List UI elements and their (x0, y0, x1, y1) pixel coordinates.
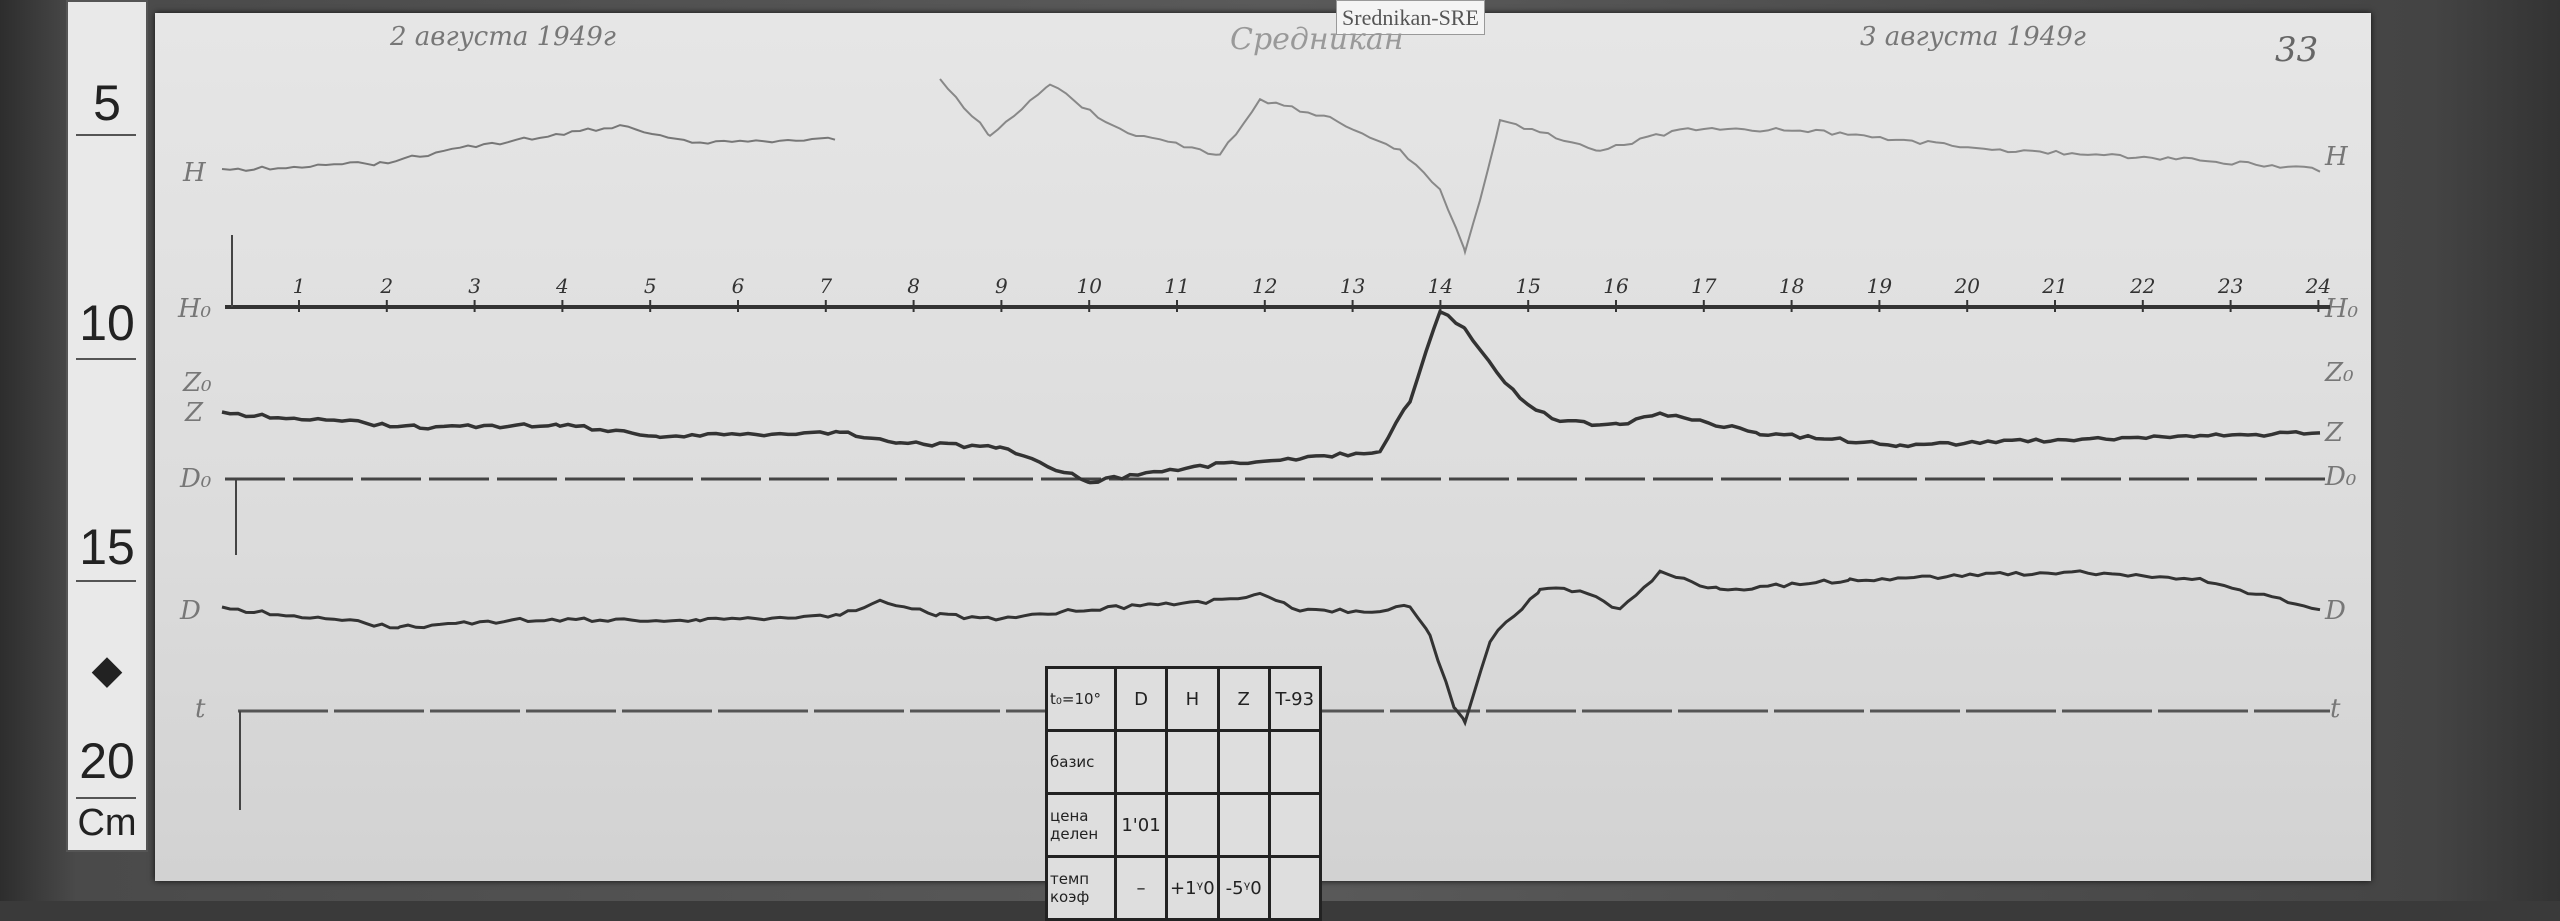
label-d: D (180, 596, 201, 626)
table-cell: H (1165, 666, 1220, 732)
h-trace (939, 78, 2321, 256)
table-row: цена делен 1'01 (1045, 792, 1322, 858)
station-name: Средникан (1230, 22, 1404, 57)
table-cell: T-93 (1267, 666, 1322, 732)
hour-label: 9 (995, 274, 1008, 298)
label-t-right: t (2330, 694, 2341, 724)
table-header-row: t₀=10° D H Z T-93 (1045, 666, 1322, 732)
label-h0-right: H₀ (2325, 294, 2359, 324)
ruler-mark: 15 (79, 519, 135, 575)
table-cell (1267, 792, 1322, 858)
table-cell: темп коэф (1045, 855, 1117, 921)
date-right: 3 августа 1949г (1860, 22, 2086, 52)
label-h-right: H (2325, 142, 2348, 172)
table-cell (1216, 729, 1271, 795)
label-t: t (195, 694, 206, 724)
table-cell (1216, 792, 1271, 858)
hour-label: 12 (1252, 274, 1277, 298)
table-cell (1165, 729, 1220, 795)
table-cell: t₀=10° (1045, 666, 1117, 732)
ruler-mark: 10 (79, 295, 135, 351)
station-tag: Srednikan-SRE (1336, 0, 1485, 35)
hour-label: 10 (1076, 274, 1102, 298)
table-cell: Z (1216, 666, 1271, 732)
table-cell: – (1114, 855, 1168, 921)
hour-label: 5 (644, 274, 657, 298)
table-cell (1165, 792, 1220, 858)
label-z0-right: Z₀ (2325, 358, 2354, 388)
z-trace (221, 309, 2321, 485)
magnetogram-traces: 1 2 3 4 5 6 7 8 9 10 11 12 13 14 15 16 17 18 19 20 21 22 23 24 (221, 78, 2331, 727)
hour-label: 6 (732, 274, 745, 298)
hour-label: 1 (293, 274, 306, 298)
hour-label: 24 (2305, 274, 2331, 298)
date-left: 2 августа 1949г (390, 22, 616, 52)
ruler-strip: 5 10 15 ◆ 20 Cm (66, 0, 148, 852)
table-cell: -5ᵞ0 (1216, 855, 1271, 921)
table-cell: цена делен (1045, 792, 1117, 858)
label-h0: H₀ (178, 294, 212, 324)
label-d0: D₀ (180, 464, 212, 494)
hour-label: 23 (2217, 274, 2243, 298)
label-z0: Z₀ (183, 368, 212, 398)
hour-label: 14 (1428, 274, 1453, 298)
label-z-right: Z (2325, 418, 2344, 448)
table-cell: базис (1045, 729, 1117, 795)
hour-label: 20 (1953, 274, 1980, 298)
label-h: H (183, 158, 206, 188)
hour-label: 4 (555, 274, 569, 298)
hour-label: 22 (2129, 274, 2155, 298)
ruler-line (76, 358, 136, 360)
table-cell: 1'01 (1114, 792, 1168, 858)
hour-label: 18 (1779, 274, 1804, 298)
hour-label: 19 (1867, 274, 1893, 298)
calibration-table: t₀=10° D H Z T-93 базис цена делен 1'01 … (1045, 666, 1322, 921)
label-d-right: D (2325, 596, 2346, 626)
h-trace (221, 124, 836, 172)
table-cell (1267, 855, 1322, 921)
page-number: 33 (2275, 30, 2319, 70)
ruler-line (76, 134, 136, 136)
table-row: темп коэф – +1ᵞ0 -5ᵞ0 (1045, 855, 1322, 921)
hour-label: 2 (379, 274, 393, 298)
d-trace (221, 569, 2321, 727)
hour-label: 7 (819, 274, 832, 298)
table-cell (1267, 729, 1322, 795)
table-row: базис (1045, 729, 1322, 795)
label-d0-right: D₀ (2325, 462, 2357, 492)
hour-label: 3 (468, 274, 481, 298)
label-z: Z (185, 398, 204, 428)
diamond-icon: ◆ (91, 648, 123, 692)
hour-label: 8 (907, 274, 920, 298)
table-cell: +1ᵞ0 (1165, 855, 1220, 921)
hour-label: 17 (1691, 274, 1717, 298)
ruler-mark: 5 (93, 75, 121, 131)
table-cell: D (1114, 666, 1168, 732)
hour-label: 11 (1164, 274, 1189, 298)
hour-label: 21 (2041, 274, 2067, 298)
table-cell (1114, 729, 1168, 795)
hour-label: 15 (1515, 274, 1540, 298)
ruler-line (76, 797, 136, 799)
ruler-mark: 20 (79, 733, 135, 789)
hour-label: 13 (1340, 274, 1365, 298)
ruler-unit: Cm (77, 802, 137, 844)
ruler-line (76, 580, 136, 582)
hour-label: 16 (1603, 274, 1629, 298)
